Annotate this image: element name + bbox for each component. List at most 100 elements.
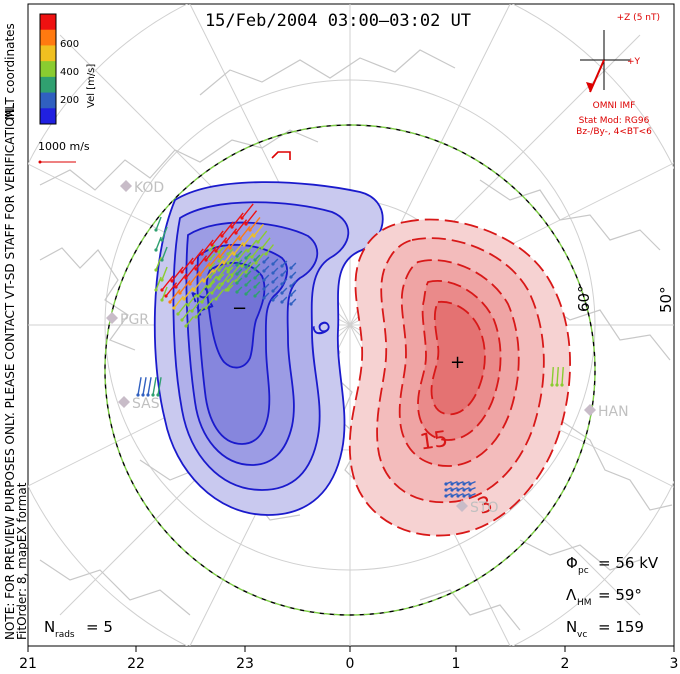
velocity-vector [213, 259, 224, 273]
velocity-vector-origin [184, 324, 188, 328]
velocity-vector [235, 219, 248, 234]
station-marker-kod [120, 180, 132, 192]
velocity-vector-origin [217, 250, 221, 254]
model-line-2: Bz-/By-, 4<BT<6 [576, 127, 652, 137]
velocity-vector [225, 280, 235, 291]
velocity-vector-origin [160, 288, 164, 292]
phi-subscript: pc [578, 566, 589, 576]
mlt-tick-label: 2 [561, 656, 570, 672]
velocity-vector [152, 377, 157, 396]
velocity-vector [161, 226, 168, 241]
velocity-vector-origin [217, 286, 221, 290]
velocity-vector-origin [240, 216, 244, 220]
velocity-vector-origin [262, 287, 266, 291]
nvc-value: = 159 [598, 618, 644, 636]
velocity-vector-origin [180, 318, 184, 322]
velocity-vector [233, 241, 244, 255]
velocity-vector [179, 280, 191, 294]
velocity-vector-origin [208, 284, 212, 288]
velocity-vector-origin [228, 246, 232, 250]
velocity-vector-origin [248, 228, 252, 232]
velocity-vectors [136, 203, 564, 498]
imf-vector-head [586, 82, 594, 92]
velocity-vector-origin [289, 284, 293, 288]
velocity-vector [253, 223, 264, 237]
velocity-vector-origin [262, 296, 266, 300]
velocity-vector-origin [217, 277, 221, 281]
velocity-vector-origin [154, 228, 158, 232]
velocity-vector [255, 253, 265, 264]
station-label-kod: KOD [134, 180, 164, 196]
velocity-vector [199, 262, 211, 276]
velocity-vector [161, 266, 168, 281]
velocity-vector-origin [271, 271, 275, 275]
velocity-vector-origin [164, 294, 168, 298]
station-label-sas: SAS [132, 396, 160, 412]
velocity-vector-origin [253, 276, 257, 280]
colorbar-tick-400: 400 [60, 67, 79, 78]
velocity-vector-origin [244, 274, 248, 278]
velocity-vector-origin [256, 240, 260, 244]
velocity-vector-origin [160, 278, 164, 282]
velocity-vector-origin [262, 278, 266, 282]
station-label-pgr: PGR [120, 312, 149, 328]
velocity-vector [161, 275, 174, 291]
velocity-vector-origin [260, 246, 264, 250]
velocity-vector-origin [204, 306, 208, 310]
velocity-vector-origin [271, 262, 275, 266]
velocity-vector-origin [262, 269, 266, 273]
velocity-vector [191, 248, 204, 264]
velocity-vector-origin [253, 285, 257, 289]
lat-label-50: 50° [657, 286, 675, 313]
mlt-coordinates-note: MLT coordinates [3, 23, 17, 120]
velocity-vector [215, 289, 225, 300]
velocity-vector [173, 295, 184, 309]
fitorder-note: FitOrder: 8, mapEX format [15, 482, 29, 640]
colorbar-segment [40, 76, 56, 94]
velocity-vector [175, 273, 188, 288]
velocity-vector-origin [136, 393, 140, 397]
velocity-vector-origin [456, 494, 460, 498]
velocity-vector-origin [154, 288, 158, 292]
phi-value: = 56 kV [598, 554, 659, 572]
colorbar-outline [39, 13, 57, 125]
velocity-vector-origin [254, 261, 258, 265]
colorbar-segment [40, 14, 56, 31]
velocity-vector [195, 255, 208, 270]
velocity-vector [231, 264, 241, 276]
mlt-tick-label: 21 [19, 656, 37, 672]
velocity-vector-origin [192, 288, 196, 292]
velocity-vector-origin [214, 249, 218, 253]
lat-label-60: 60° [575, 285, 593, 312]
velocity-vector-origin [200, 300, 204, 304]
nrads-symbol: N [44, 618, 55, 636]
velocity-vector [241, 203, 254, 219]
velocity-vector [247, 239, 258, 252]
velocity-vector-origin [202, 279, 206, 283]
velocity-vector [217, 266, 228, 279]
imf-caption: OMNI IMF [593, 101, 636, 111]
nrads-value: = 5 [86, 618, 113, 636]
velocity-vector [245, 210, 258, 225]
colorbar-segment [40, 108, 56, 125]
velocity-vector [235, 271, 245, 282]
velocity-vector-origin [204, 258, 208, 262]
velocity-vector [211, 282, 221, 294]
mlt-tick-label: 3 [670, 656, 679, 672]
imf-y-label: +Y [627, 57, 641, 67]
velocity-vector-origin [194, 315, 198, 319]
velocity-vector-origin [210, 291, 214, 295]
velocity-vector [142, 377, 147, 396]
velocity-vector-origin [196, 294, 200, 298]
velocity-vector-origin [218, 255, 222, 259]
velocity-vector-origin [244, 265, 248, 269]
velocity-vector [185, 264, 198, 279]
potential-minimum: − [232, 298, 247, 319]
velocity-vector-origin [450, 494, 454, 498]
colorbar-tick-200: 200 [60, 95, 79, 106]
stat-phi-pc: Φ pc = 56 kV [566, 554, 659, 576]
velocity-vector [221, 221, 234, 237]
velocity-vector [205, 298, 215, 309]
velocity-vector-origin [468, 494, 472, 498]
noon-marker [271, 151, 291, 160]
